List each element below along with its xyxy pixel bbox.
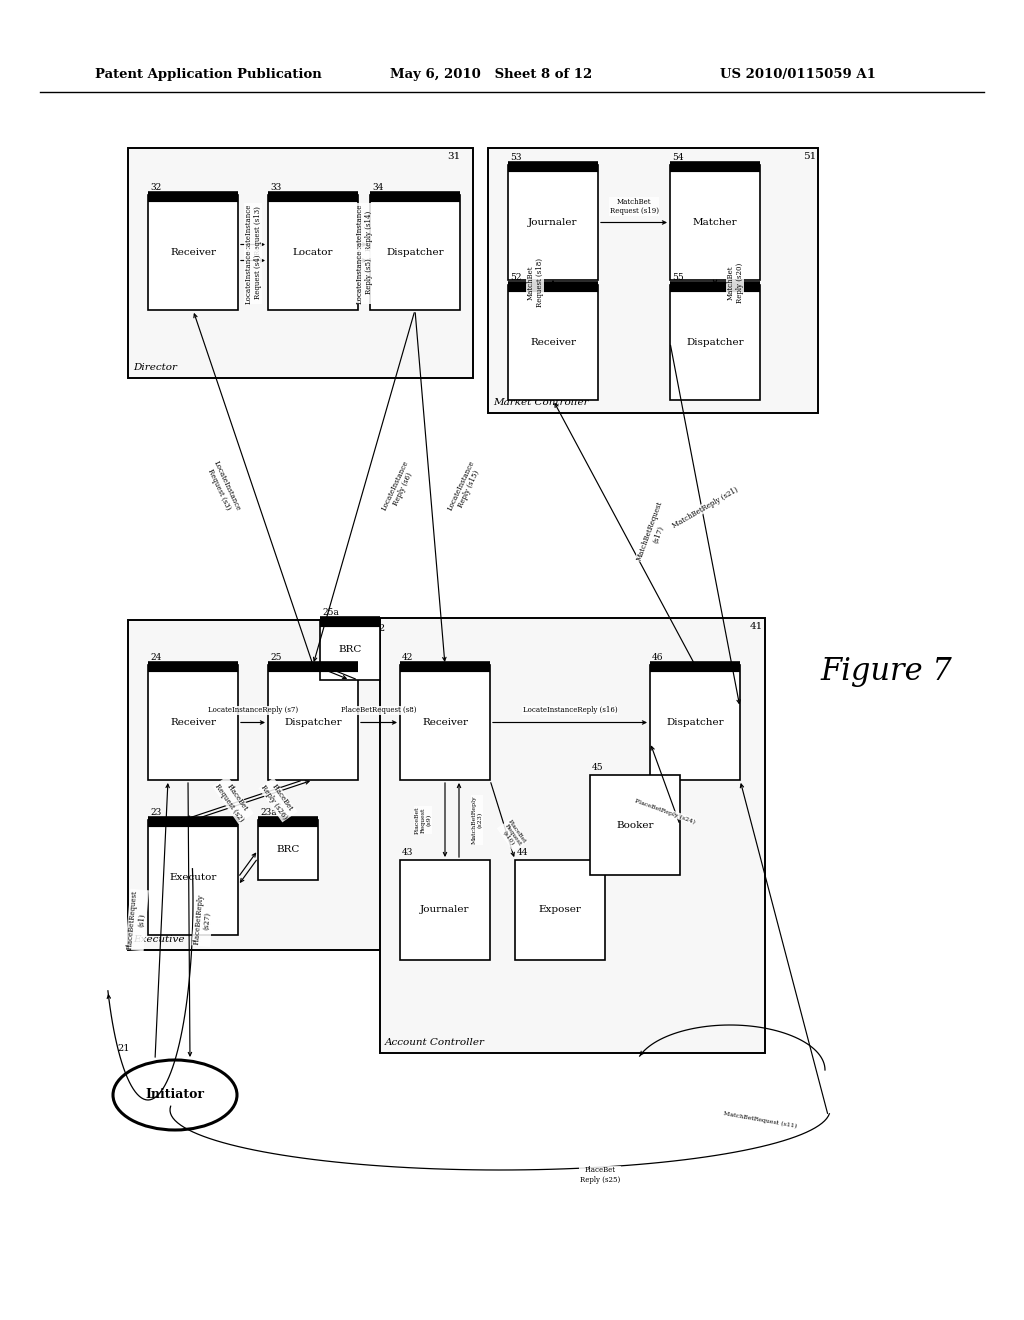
Bar <box>319 620 380 680</box>
Bar <box>650 665 740 780</box>
Text: PlaceBet
Request (s2): PlaceBet Request (s2) <box>213 777 253 824</box>
Text: 52: 52 <box>510 273 521 282</box>
Text: Matcher: Matcher <box>692 218 737 227</box>
Text: Receiver: Receiver <box>530 338 575 347</box>
Text: MatchBet
Request (s18): MatchBet Request (s18) <box>526 257 544 308</box>
Text: Market Controller: Market Controller <box>493 399 589 407</box>
Bar <box>670 285 760 400</box>
Text: 43: 43 <box>402 847 414 857</box>
Text: MatchBet
Reply (s20): MatchBet Reply (s20) <box>726 263 743 302</box>
Text: Director: Director <box>133 363 177 372</box>
Text: BRC: BRC <box>338 645 361 655</box>
Text: MatchBetRequest
(s17): MatchBetRequest (s17) <box>635 500 673 565</box>
Text: 41: 41 <box>750 622 763 631</box>
Text: Dispatcher: Dispatcher <box>386 248 443 257</box>
Bar <box>380 618 765 1053</box>
Text: Receiver: Receiver <box>170 718 216 727</box>
Text: LocateInstanceReply (s7): LocateInstanceReply (s7) <box>208 706 298 714</box>
Text: PlaceBetRequest (s8): PlaceBetRequest (s8) <box>341 706 417 714</box>
Text: Booker: Booker <box>616 821 653 829</box>
Text: 44: 44 <box>517 847 528 857</box>
Text: LocateInstanceReply (s16): LocateInstanceReply (s16) <box>522 706 617 714</box>
Text: 55: 55 <box>672 273 684 282</box>
Text: 25a: 25a <box>322 609 339 616</box>
Bar <box>148 665 238 780</box>
Text: Dispatcher: Dispatcher <box>686 338 743 347</box>
Text: 54: 54 <box>672 153 684 162</box>
Text: LocateInstance
Request (s3): LocateInstance Request (s3) <box>204 459 243 516</box>
Text: PlaceBet
Reply (s26): PlaceBet Reply (s26) <box>259 779 297 821</box>
Text: MatchBetReply
(s23): MatchBetReply (s23) <box>471 796 482 845</box>
Bar <box>128 148 473 378</box>
Bar <box>148 820 238 935</box>
Text: 34: 34 <box>372 183 383 191</box>
Text: Locator: Locator <box>293 248 333 257</box>
Text: Journaler: Journaler <box>528 218 578 227</box>
Text: Receiver: Receiver <box>422 718 468 727</box>
Text: 42: 42 <box>402 653 414 663</box>
Text: LocateInstance
Request (s4): LocateInstance Request (s4) <box>245 249 261 304</box>
Bar <box>508 285 598 400</box>
Bar <box>258 820 318 880</box>
Bar <box>590 775 680 875</box>
Text: 51: 51 <box>803 152 816 161</box>
Text: US 2010/0115059 A1: US 2010/0115059 A1 <box>720 69 876 81</box>
Text: Executor: Executor <box>169 873 217 882</box>
Text: MatchBetRequest (s11): MatchBetRequest (s11) <box>723 1111 797 1129</box>
Text: 25: 25 <box>270 653 282 663</box>
Bar <box>148 195 238 310</box>
Text: PlaceBet
Reply (s25): PlaceBet Reply (s25) <box>580 1167 621 1184</box>
Text: 22: 22 <box>373 624 386 634</box>
Text: Dispatcher: Dispatcher <box>285 718 342 727</box>
Text: Dispatcher: Dispatcher <box>667 718 724 727</box>
Text: PlaceBet
Request
(s10): PlaceBet Request (s10) <box>498 818 527 851</box>
Text: Receiver: Receiver <box>170 248 216 257</box>
Bar <box>370 195 460 310</box>
Text: PlaceBet
Request
(s9): PlaceBet Request (s9) <box>415 807 431 834</box>
Bar <box>515 861 605 960</box>
Text: Account Controller: Account Controller <box>385 1038 485 1047</box>
Bar <box>268 195 358 310</box>
Text: MatchBet
Request (s19): MatchBet Request (s19) <box>609 198 658 215</box>
Text: 45: 45 <box>592 763 603 772</box>
Text: 24: 24 <box>150 653 162 663</box>
Text: PlaceBetRequest
(s1): PlaceBetRequest (s1) <box>126 890 148 950</box>
Text: Initiator: Initiator <box>145 1089 205 1101</box>
Bar <box>128 620 398 950</box>
Text: Exposer: Exposer <box>539 906 582 915</box>
Ellipse shape <box>113 1060 237 1130</box>
Text: Figure 7: Figure 7 <box>820 656 951 686</box>
Text: BRC: BRC <box>276 846 300 854</box>
Text: MatchBetReply (s21): MatchBetReply (s21) <box>671 486 739 529</box>
Text: 46: 46 <box>652 653 664 663</box>
Bar <box>488 148 818 413</box>
Text: Journaler: Journaler <box>420 906 470 915</box>
Bar <box>670 165 760 280</box>
Text: 33: 33 <box>270 183 282 191</box>
Text: 23a: 23a <box>260 808 276 817</box>
Text: 32: 32 <box>150 183 161 191</box>
Text: LocateInstance
Reply (s15): LocateInstance Reply (s15) <box>445 459 484 516</box>
Text: 21: 21 <box>117 1044 129 1053</box>
Bar <box>268 665 358 780</box>
Text: 53: 53 <box>510 153 521 162</box>
Text: LocateInstance
Request (s13): LocateInstance Request (s13) <box>245 203 261 257</box>
Text: LocateInstance
Reply (s14): LocateInstance Reply (s14) <box>355 203 373 257</box>
Text: PlaceBetReply
(s27): PlaceBetReply (s27) <box>193 894 214 946</box>
Bar <box>400 861 490 960</box>
Text: Patent Application Publication: Patent Application Publication <box>95 69 322 81</box>
Text: LocateInstance
Reply (s6): LocateInstance Reply (s6) <box>380 459 418 516</box>
Text: 23: 23 <box>150 808 161 817</box>
Bar <box>400 665 490 780</box>
Text: 31: 31 <box>447 152 461 161</box>
Text: May 6, 2010   Sheet 8 of 12: May 6, 2010 Sheet 8 of 12 <box>390 69 592 81</box>
Text: LocateInstance
Reply (s5): LocateInstance Reply (s5) <box>355 249 373 304</box>
Text: PlaceBetReply (s24): PlaceBetReply (s24) <box>634 797 696 825</box>
Text: Executive: Executive <box>133 935 184 944</box>
Bar <box>508 165 598 280</box>
